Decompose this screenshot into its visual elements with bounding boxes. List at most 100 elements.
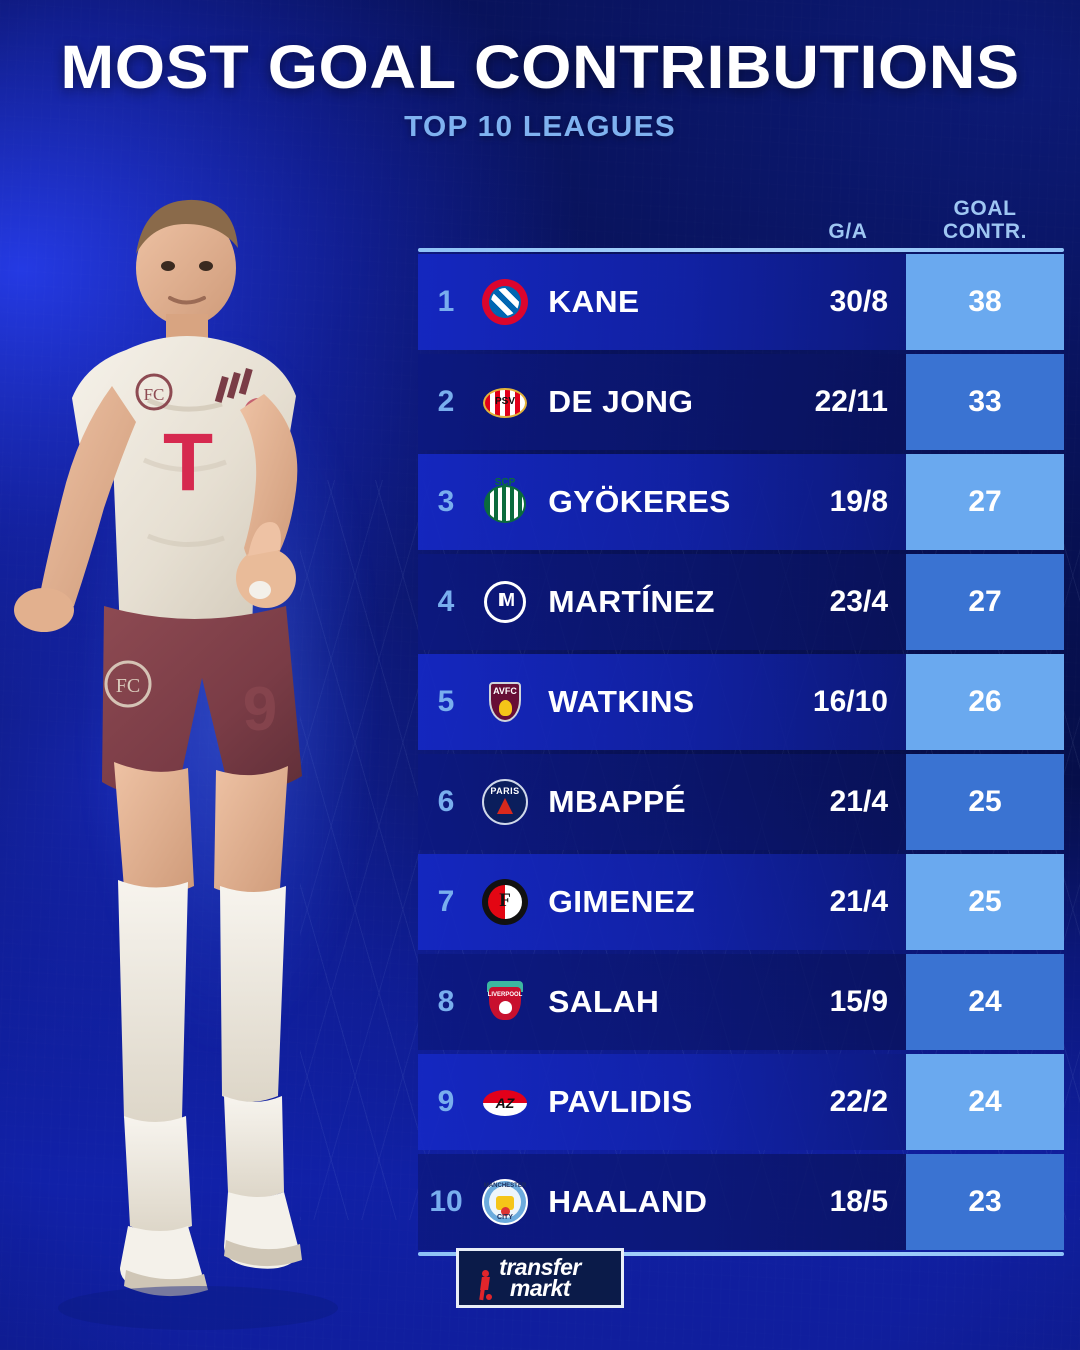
row-player-name: WATKINS: [548, 684, 695, 719]
row-goal-contributions: 25: [906, 854, 1064, 950]
row-goal-contributions: 38: [906, 254, 1064, 350]
bayern-munich-crest: [482, 279, 528, 325]
row-goal-contributions: 24: [906, 954, 1064, 1050]
row-goals-assists: 19/8: [829, 485, 888, 518]
row-player-name: HAALAND: [548, 1184, 708, 1219]
row-player-name: GIMENEZ: [548, 884, 696, 919]
row-left-section: 3 SCP GYÖKERES 19/8: [418, 454, 906, 550]
row-goals-assists: 18/5: [829, 1185, 888, 1218]
row-rank: 7: [437, 885, 455, 918]
player-illustration: FC T FC 9: [14, 199, 338, 1330]
table-row[interactable]: 3 SCP GYÖKERES 19/8 27: [418, 454, 1064, 550]
az-alkmaar-crest: AZ: [482, 1079, 528, 1125]
column-header-ga: G/A: [828, 220, 868, 244]
column-header-goal-line2: CONTR.: [942, 220, 1028, 244]
row-left-section: 9 AZ PAVLIDIS 22/2: [418, 1054, 906, 1150]
row-player-name: PAVLIDIS: [548, 1084, 693, 1119]
row-goal-contributions: 23: [906, 1154, 1064, 1250]
svg-text:T: T: [163, 417, 213, 508]
club-crest-cell: F: [474, 879, 536, 925]
row-left-section: 2 PSV DE JONG 22/11: [418, 354, 906, 450]
manchester-city-crest: MANCHESTER CITY: [482, 1179, 528, 1225]
row-goals-assists: 30/8: [829, 285, 888, 318]
table-row[interactable]: 7 F GIMENEZ 21/4 25: [418, 854, 1064, 950]
row-rank: 10: [429, 1185, 463, 1218]
row-left-section: 4 IM MARTÍNEZ 23/4: [418, 554, 906, 650]
svg-text:FC: FC: [144, 385, 165, 404]
row-rank: 4: [437, 585, 455, 618]
row-rank: 2: [437, 385, 455, 418]
row-left-section: 8 LIVERPOOL SALAH 15/9: [418, 954, 906, 1050]
player-cutout-image: FC T FC 9: [8, 150, 438, 1350]
row-rank: 9: [437, 1085, 455, 1118]
row-player-name: MBAPPÉ: [548, 784, 686, 819]
row-player-name: DE JONG: [548, 384, 694, 419]
row-player-name: KANE: [548, 284, 640, 319]
row-left-section: 5 AVFC WATKINS 16/10: [418, 654, 906, 750]
table-row[interactable]: 8 LIVERPOOL SALAH 15/9 24: [418, 954, 1064, 1050]
row-rank: 1: [437, 285, 455, 318]
logo-inner: transfer markt: [463, 1255, 617, 1301]
row-player-name: SALAH: [548, 984, 660, 1019]
feyenoord-crest: F: [482, 879, 528, 925]
logo-text-markt: markt: [509, 1275, 571, 1301]
club-crest-cell: [474, 279, 536, 325]
row-rank: 8: [437, 985, 455, 1018]
aston-villa-crest: AVFC: [482, 679, 528, 725]
table-top-rule: [418, 248, 1064, 252]
row-rank: 3: [437, 485, 455, 518]
club-crest-cell: LIVERPOOL: [474, 979, 536, 1025]
row-goals-assists: 22/2: [829, 1085, 888, 1118]
table-bottom-rule: [418, 1252, 1064, 1256]
row-goal-contributions: 27: [906, 454, 1064, 550]
club-crest-cell: MANCHESTER CITY: [474, 1179, 536, 1225]
row-goal-contributions: 25: [906, 754, 1064, 850]
club-crest-cell: PARIS: [474, 779, 536, 825]
page-title: MOST GOAL CONTRIBUTIONS: [60, 33, 1020, 101]
svg-text:9: 9: [243, 675, 277, 744]
club-crest-cell: SCP: [474, 477, 536, 525]
header: MOST GOAL CONTRIBUTIONS TOP 10 LEAGUES: [0, 33, 1080, 144]
table-row[interactable]: 2 PSV DE JONG 22/11 33: [418, 354, 1064, 450]
table-row[interactable]: 10 MANCHESTER CITY HAALAND 18/5 23: [418, 1154, 1064, 1250]
sporting-cp-crest: SCP: [482, 477, 528, 525]
table-row[interactable]: 1 KANE 30/8 38: [418, 254, 1064, 350]
leaderboard-table: G/A GOAL CONTR. 1 KANE 30/8 38 2 PSV: [418, 170, 1064, 1256]
row-player-name: GYÖKERES: [548, 484, 731, 519]
psg-crest: PARIS: [482, 779, 528, 825]
column-header-goal-line1: GOAL: [953, 196, 1017, 220]
row-player-name: MARTÍNEZ: [548, 584, 715, 619]
club-crest-cell: AZ: [474, 1079, 536, 1125]
row-goal-contributions: 27: [906, 554, 1064, 650]
club-crest-cell: AVFC: [474, 679, 536, 725]
table-row[interactable]: 4 IM MARTÍNEZ 23/4 27: [418, 554, 1064, 650]
row-goal-contributions: 24: [906, 1054, 1064, 1150]
row-goals-assists: 16/10: [812, 685, 888, 718]
inter-milan-crest: IM: [482, 579, 528, 625]
club-crest-cell: IM: [474, 579, 536, 625]
table-row[interactable]: 5 AVFC WATKINS 16/10 26: [418, 654, 1064, 750]
svg-text:FC: FC: [116, 675, 140, 697]
row-left-section: 1 KANE 30/8: [418, 254, 906, 350]
row-goals-assists: 21/4: [829, 785, 888, 818]
row-goals-assists: 15/9: [829, 985, 888, 1018]
row-goal-contributions: 26: [906, 654, 1064, 750]
row-rank: 5: [437, 685, 455, 718]
row-left-section: 10 MANCHESTER CITY HAALAND 18/5: [418, 1154, 906, 1250]
table-column-headers: G/A GOAL CONTR.: [418, 170, 1064, 248]
row-goals-assists: 22/11: [814, 385, 888, 418]
row-goals-assists: 23/4: [829, 585, 888, 618]
column-header-goal-contributions: GOAL CONTR.: [906, 197, 1064, 244]
psv-crest: PSV: [482, 379, 528, 425]
table-row[interactable]: 9 AZ PAVLIDIS 22/2 24: [418, 1054, 1064, 1150]
row-goals-assists: 21/4: [829, 885, 888, 918]
page-subtitle: TOP 10 LEAGUES: [404, 111, 676, 144]
row-left-section: 7 F GIMENEZ 21/4: [418, 854, 906, 950]
row-left-section: 6 PARIS MBAPPÉ 21/4: [418, 754, 906, 850]
logo-player-icon: [477, 1270, 495, 1301]
table-row[interactable]: 6 PARIS MBAPPÉ 21/4 25: [418, 754, 1064, 850]
liverpool-crest: LIVERPOOL: [482, 979, 528, 1025]
logo-text-transfer: transfer: [499, 1254, 581, 1280]
row-rank: 6: [437, 785, 455, 818]
transfermarkt-logo[interactable]: transfer markt: [456, 1248, 624, 1308]
